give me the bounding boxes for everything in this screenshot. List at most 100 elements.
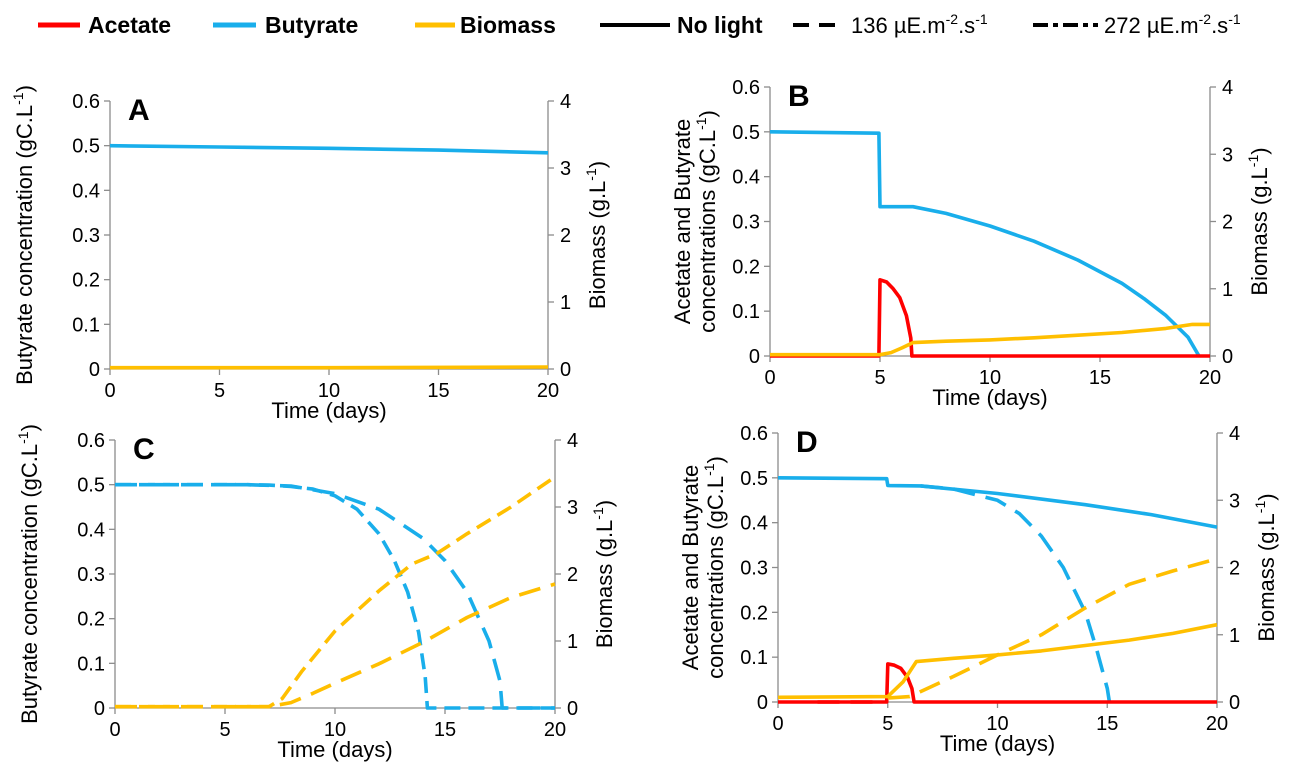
butyrate-no-light-line [777, 476, 1218, 529]
x-tick-label: 20 [544, 719, 566, 741]
butyrate-136-line [115, 482, 555, 710]
y-axis-label: Butyrate concentration (gC.L-1) [10, 85, 37, 385]
y-tick-label: 0.1 [77, 653, 105, 675]
y-tick-label: 0.5 [740, 468, 768, 490]
y2-tick-label: 3 [560, 158, 571, 180]
y-tick-label: 0.1 [72, 314, 100, 336]
butyrate-no-light-line [109, 143, 549, 155]
x-tick-label: 20 [1199, 367, 1221, 389]
x-axis-label: Time (days) [277, 737, 392, 762]
biomass-no-light-line [777, 622, 1218, 700]
biomass-136-line [115, 582, 556, 709]
y-tick-label: 0 [89, 359, 100, 381]
y-axis-label-line2: concentrations (gC.L-1) [701, 456, 728, 679]
x-tick-label: 10 [324, 719, 346, 741]
y2-tick-label: 2 [1229, 558, 1240, 580]
y-tick-label: 0.5 [72, 136, 100, 158]
y-tick-label: 0.4 [72, 180, 100, 202]
x-tick-label: 0 [772, 713, 783, 735]
y-tick-label: 0 [94, 698, 105, 720]
x-axis-label: Time (days) [940, 731, 1055, 756]
y2-tick-label: 4 [1229, 423, 1240, 445]
butyrate-136-line [920, 484, 1112, 703]
x-tick-label: 10 [979, 367, 1001, 389]
y-axis-label-line1: Acetate and Butyrate [678, 465, 703, 670]
x-tick-label: 5 [219, 719, 230, 741]
y2-tick-label: 4 [560, 91, 571, 113]
x-tick-label: 15 [427, 380, 449, 402]
butyrate-no-light-line [769, 130, 1201, 357]
y-tick-label: 0.2 [732, 256, 760, 278]
y-tick-label: 0.3 [732, 212, 760, 234]
y2-axis-label: Biomass (g.L-1) [1245, 147, 1272, 295]
x-axis-label: Time (days) [932, 385, 1047, 410]
y-tick-label: 0.3 [72, 225, 100, 247]
y2-tick-label: 3 [1222, 144, 1233, 166]
y-tick-label: 0.6 [72, 91, 100, 113]
y-tick-label: 0.6 [77, 430, 105, 452]
y2-tick-label: 4 [567, 430, 578, 452]
x-tick-label: 15 [1089, 367, 1111, 389]
y2-tick-label: 3 [1229, 490, 1240, 512]
legend-no-light-label: No light [677, 12, 763, 38]
x-tick-label: 20 [537, 380, 559, 402]
y2-axis-label: Biomass (g.L-1) [583, 161, 610, 309]
y2-tick-label: 0 [1229, 692, 1240, 714]
x-axis-label: Time (days) [271, 398, 386, 423]
legend-butyrate-label: Butyrate [265, 12, 358, 38]
x-tick-label: 5 [214, 380, 225, 402]
y-tick-label: 0 [749, 346, 760, 368]
y2-tick-label: 2 [560, 225, 571, 247]
y2-tick-label: 4 [1222, 77, 1233, 99]
panel-d: 0 0.1 0.2 0.3 0.4 0.5 0.6 0 1 2 3 4 0 5 10 15 20 Time (da… [678, 423, 1279, 756]
biomass-no-light-line [110, 365, 549, 370]
x-tick-label: 15 [1096, 713, 1118, 735]
biomass-272-line [115, 475, 557, 709]
legend: Acetate Butyrate Biomass No light 136 µE… [38, 11, 1241, 38]
y-axis-label-line2: concentrations (gC.L-1) [693, 110, 720, 333]
y-tick-label: 0.1 [740, 647, 768, 669]
panel-c: 0 0.1 0.2 0.3 0.4 0.5 0.6 0 1 2 3 4 0 5 10 15 20 Time (da… [15, 424, 617, 762]
y2-tick-label: 1 [567, 631, 578, 653]
y2-axis-label: Biomass (g.L-1) [1252, 493, 1279, 641]
y-tick-label: 0.2 [77, 609, 105, 631]
y-tick-label: 0.4 [77, 519, 105, 541]
panel-label: C [133, 433, 155, 466]
y-tick-label: 0 [757, 692, 768, 714]
acetate-no-light-line [778, 662, 1217, 704]
y-tick-label: 0.6 [740, 423, 768, 445]
x-tick-label: 15 [434, 719, 456, 741]
y-tick-label: 0.2 [72, 270, 100, 292]
y-tick-label: 0.3 [740, 558, 768, 580]
y2-tick-label: 0 [1222, 346, 1233, 368]
legend-136-label: 136 µE.m-2.s-1 [851, 11, 988, 38]
panel-label: B [788, 80, 810, 113]
biomass-no-light-line [770, 322, 1210, 357]
y2-axis-label: Biomass (g.L-1) [590, 500, 617, 648]
y-tick-label: 0.4 [732, 167, 760, 189]
y2-tick-label: 3 [567, 497, 578, 519]
y-axis-label-line1: Acetate and Butyrate [670, 119, 695, 324]
y-tick-label: 0.6 [732, 77, 760, 99]
acetate-no-light-line [770, 277, 1210, 358]
legend-acetate-label: Acetate [88, 12, 171, 38]
y-axis-label: Butyrate concentration (gC.L-1) [15, 424, 42, 724]
y2-tick-label: 2 [567, 564, 578, 586]
panel-a: 0 0.1 0.2 0.3 0.4 0.5 0.6 0 1 2 3 4 0 5 10 15 20 Time (da… [10, 85, 610, 423]
legend-272-label: 272 µE.m-2.s-1 [1104, 11, 1241, 38]
panel-b: 0 0.1 0.2 0.3 0.4 0.5 0.6 0 1 2 3 4 0 5 10 15 20 Time (da… [670, 77, 1272, 410]
x-tick-label: 5 [882, 713, 893, 735]
panel-label: A [128, 94, 150, 127]
x-tick-label: 10 [986, 713, 1008, 735]
y-tick-label: 0.5 [732, 122, 760, 144]
x-tick-label: 5 [874, 367, 885, 389]
y2-tick-label: 1 [560, 292, 571, 314]
y2-tick-label: 0 [560, 359, 571, 381]
x-tick-label: 20 [1206, 713, 1228, 735]
legend-biomass-label: Biomass [460, 12, 556, 38]
y2-tick-label: 2 [1222, 212, 1233, 234]
x-tick-label: 0 [764, 367, 775, 389]
y-tick-label: 0.4 [740, 513, 768, 535]
